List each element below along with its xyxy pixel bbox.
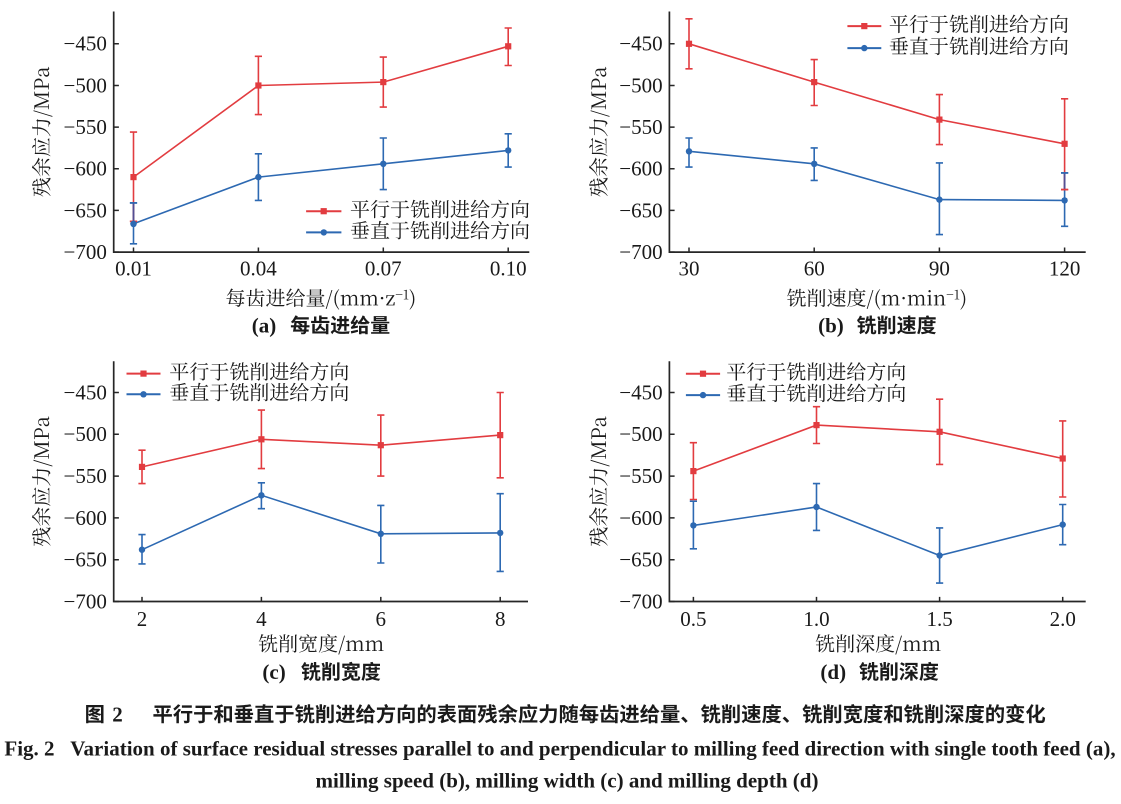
svg-text:−500: −500 (64, 422, 107, 446)
svg-text:−450: −450 (619, 380, 662, 404)
svg-text:90: 90 (929, 256, 950, 280)
svg-text:Fig. 2 Variation of surface: Fig. 2 Variation of surface residual str… (4, 737, 1115, 761)
svg-text:(c): (c) (262, 660, 285, 684)
svg-text:−600: −600 (64, 506, 107, 530)
svg-text:−500: −500 (619, 73, 662, 97)
svg-text:2: 2 (112, 703, 123, 727)
svg-text:−700: −700 (64, 240, 107, 264)
svg-text:−450: −450 (619, 32, 662, 56)
svg-text:−600: −600 (64, 157, 107, 181)
svg-text:1.0: 1.0 (803, 607, 829, 631)
svg-text:−650: −650 (619, 548, 662, 572)
svg-text:2.0: 2.0 (1050, 607, 1076, 631)
svg-text:4: 4 (256, 607, 267, 631)
svg-text:−550: −550 (619, 115, 662, 139)
svg-text:−650: −650 (64, 198, 107, 222)
svg-text:(a): (a) (252, 314, 276, 338)
svg-text:−600: −600 (619, 506, 662, 530)
svg-text:−550: −550 (619, 464, 662, 488)
svg-text:−550: −550 (64, 464, 107, 488)
svg-text:−700: −700 (64, 589, 107, 613)
svg-text:−650: −650 (619, 198, 662, 222)
svg-text:milling speed (b), milling wid: milling speed (b), milling width (c) and… (316, 769, 819, 793)
svg-text:2: 2 (137, 607, 148, 631)
svg-text:−450: −450 (64, 32, 107, 56)
svg-text:8: 8 (495, 607, 506, 631)
svg-text:−500: −500 (64, 73, 107, 97)
svg-text:−700: −700 (619, 589, 662, 613)
svg-text:30: 30 (679, 256, 700, 280)
svg-text:60: 60 (804, 256, 825, 280)
svg-text:0.10: 0.10 (490, 256, 527, 280)
svg-text:0.5: 0.5 (680, 607, 706, 631)
svg-text:−700: −700 (619, 240, 662, 264)
svg-text:−450: −450 (64, 380, 107, 404)
svg-text:6: 6 (376, 607, 387, 631)
svg-text:0.07: 0.07 (365, 256, 402, 280)
svg-text:−550: −550 (64, 115, 107, 139)
svg-text:1.5: 1.5 (926, 607, 952, 631)
svg-text:120: 120 (1049, 256, 1081, 280)
svg-text:−500: −500 (619, 422, 662, 446)
svg-text:0.01: 0.01 (115, 256, 152, 280)
svg-text:(d): (d) (820, 660, 846, 684)
svg-text:0.04: 0.04 (240, 256, 277, 280)
svg-text:(b): (b) (818, 314, 844, 338)
svg-text:−650: −650 (64, 548, 107, 572)
svg-text:−600: −600 (619, 157, 662, 181)
